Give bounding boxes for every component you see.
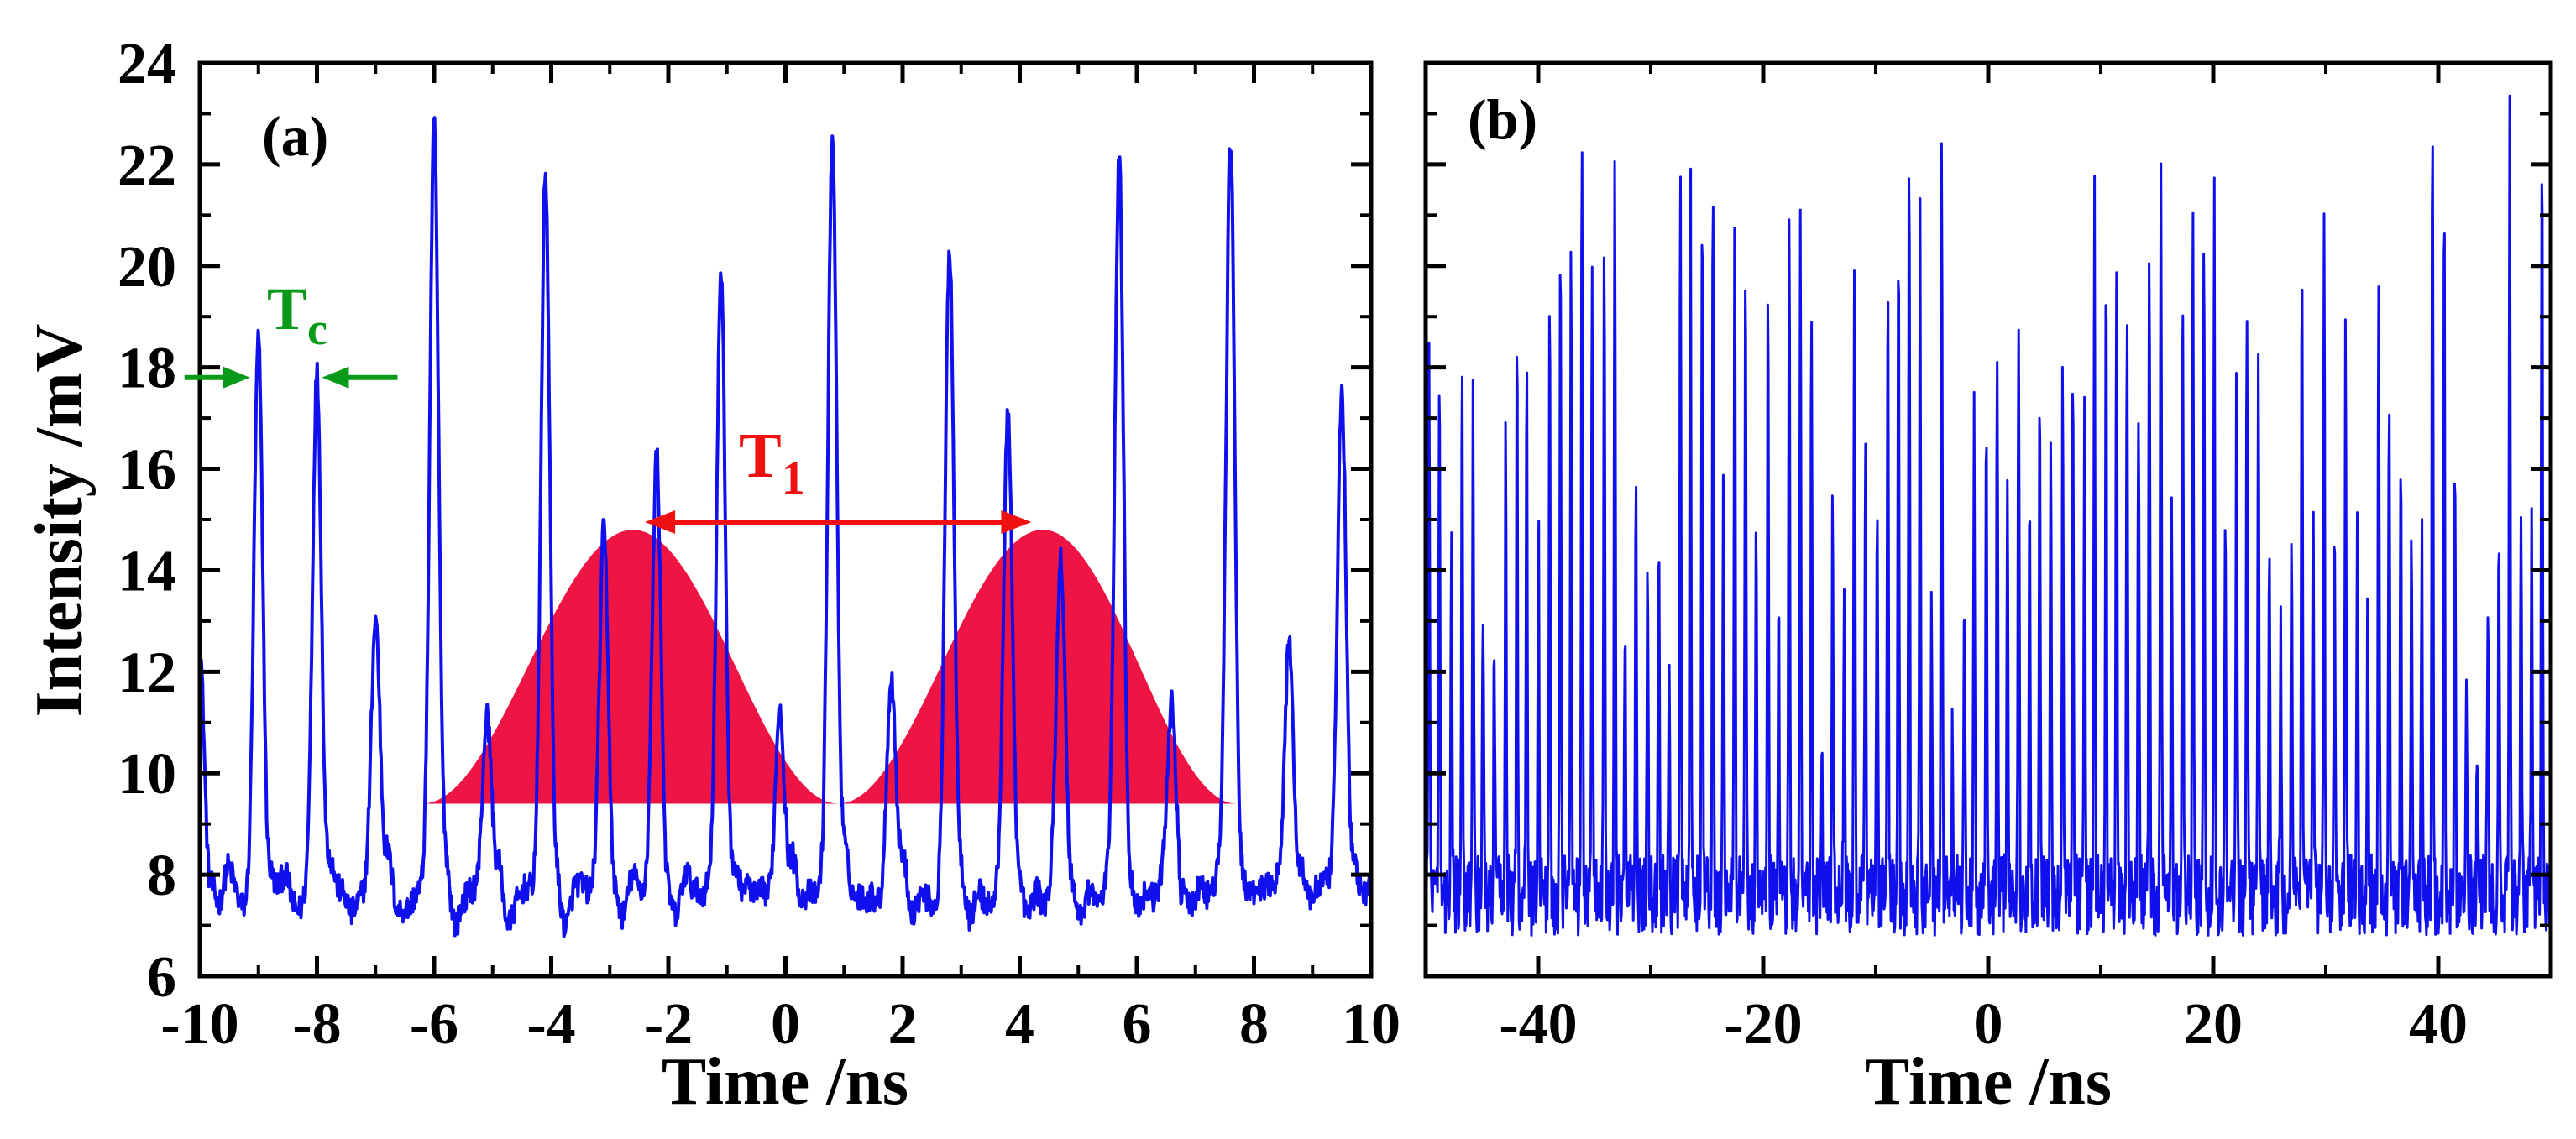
signal-trace-b — [1426, 94, 2551, 937]
t1-arrowhead-left — [645, 510, 676, 535]
x-axis-label-a: Time /ns — [662, 1045, 908, 1119]
x-tick-label-a: -6 — [410, 992, 458, 1057]
x-tick-label-a: -10 — [160, 992, 238, 1057]
pulse-peak-a-10 — [719, 253, 724, 259]
signal-trace-a — [200, 116, 1371, 938]
y-tick-labels-a: 6 8 10 12 14 16 18 20 22 24 — [118, 32, 176, 1010]
tc-arrowhead-left — [223, 366, 250, 389]
ticks-a — [197, 60, 1374, 979]
tc-label-main: T — [267, 275, 307, 342]
x-tick-label-b: 20 — [2184, 992, 2243, 1057]
t1-label-sub: 1 — [782, 452, 805, 504]
x-tick-label-a: -2 — [644, 992, 693, 1057]
y-tick-label: 24 — [118, 32, 176, 97]
y-tick-label: 10 — [118, 742, 176, 807]
y-tick-label: 16 — [118, 438, 176, 503]
panel-b: -40 -20 0 20 40 (b) Time /ns — [1423, 60, 2553, 1119]
pulse-peak-a-20 — [1286, 619, 1291, 624]
x-tick-label-a: 6 — [1123, 992, 1152, 1057]
x-tick-label-a: 2 — [888, 992, 918, 1057]
x-axis-label-b: Time /ns — [1865, 1045, 2112, 1119]
x-tick-label-a: 8 — [1239, 992, 1269, 1057]
y-tick-label: 6 — [147, 945, 176, 1010]
x-tick-label-b: 0 — [1974, 992, 2003, 1057]
y-tick-label: 14 — [118, 539, 176, 603]
tc-label-sub: c — [307, 304, 327, 354]
t1-label-main: T — [739, 421, 782, 491]
x-tick-label-a: 0 — [771, 992, 800, 1057]
y-tick-label: 18 — [118, 337, 176, 401]
ticks-b — [1424, 60, 2552, 979]
x-tick-labels-a: -10 -8 -6 -4 -2 0 2 4 6 8 10 — [160, 992, 1401, 1057]
x-tick-label-a: -8 — [292, 992, 341, 1057]
x-tick-labels-b: -40 -20 0 20 40 — [1499, 992, 2468, 1057]
x-tick-label-b: -20 — [1724, 992, 1802, 1057]
x-tick-label-b: 40 — [2409, 992, 2468, 1057]
envelope-hump-1 — [422, 530, 839, 804]
signal-a — [200, 116, 1371, 938]
annotations-a — [184, 366, 1032, 535]
x-tick-label-b: -40 — [1499, 992, 1577, 1057]
y-tick-label: 8 — [147, 844, 176, 908]
signal-b — [1426, 94, 2551, 937]
y-axis-label: Intensity /mV — [23, 324, 97, 718]
panel-label-b: (b) — [1468, 87, 1537, 151]
y-tick-label: 12 — [118, 640, 176, 705]
envelope-a — [422, 530, 1237, 804]
pulse-peak-a-11 — [778, 685, 783, 690]
pulse-peak-a-21 — [1339, 365, 1344, 370]
pulse-peak-a-19 — [1228, 127, 1233, 132]
pulse-peak-a-12 — [830, 117, 835, 122]
x-tick-label-a: 4 — [1005, 992, 1034, 1057]
tc-arrowhead-right — [322, 366, 349, 389]
tc-label: Tc — [267, 275, 327, 354]
t1-label: T1 — [739, 421, 805, 504]
y-tick-label: 20 — [118, 235, 176, 300]
panel-label-a: (a) — [262, 104, 328, 168]
y-tick-label: 22 — [118, 133, 176, 198]
t1-arrowhead-right — [1001, 510, 1032, 535]
x-tick-label-a: 10 — [1342, 992, 1401, 1057]
x-tick-label-a: -4 — [526, 992, 575, 1057]
envelope-hump-2 — [838, 530, 1237, 804]
